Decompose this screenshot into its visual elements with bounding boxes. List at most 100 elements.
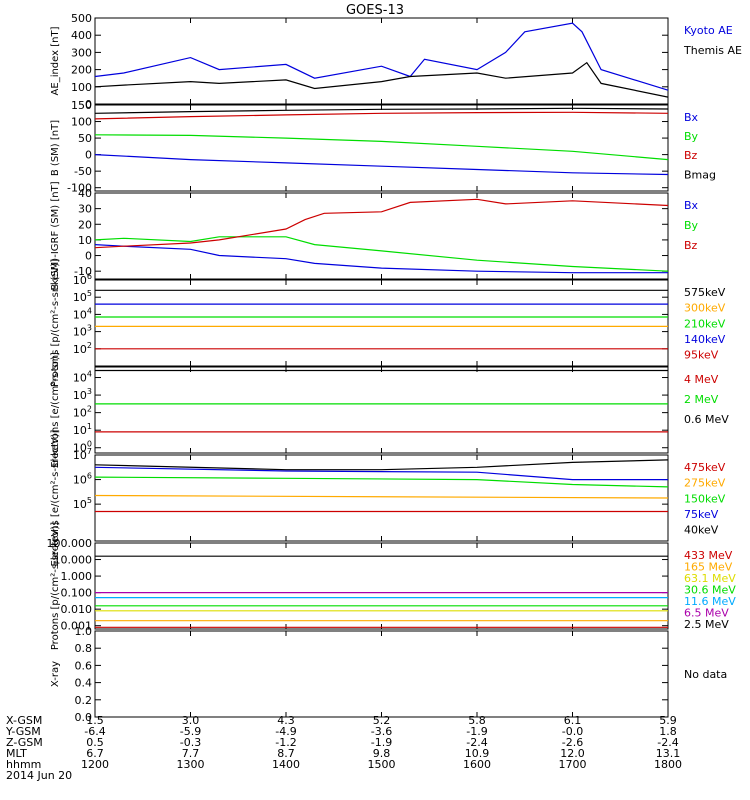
x-axis-value: -0.0 <box>562 725 583 738</box>
legend-entry: 150keV <box>684 492 726 505</box>
panel-xray: 1.0 0.8 0.6 0.4 0.2 0.0 X-ray No data <box>50 625 727 724</box>
x-axis-value: 1200 <box>81 758 109 771</box>
legend-entry: Bz <box>684 239 698 252</box>
series-bsm-0 <box>94 154 669 176</box>
y-tick-label: 300 <box>71 46 92 59</box>
x-axis-value: 10.9 <box>465 747 490 760</box>
y-tick-label: 40 <box>78 187 92 200</box>
panel-protons2: 100.000 10.000 1.000 0.100 0.010 0.001Protons… <box>47 522 737 650</box>
x-axis-value: -1.9 <box>466 725 487 738</box>
y-tick-label: 500 <box>71 12 92 25</box>
y-tick-label: 100 <box>73 440 92 455</box>
x-axis-row-label: Y-GSM <box>5 725 41 738</box>
x-axis-value: 13.1 <box>656 747 681 760</box>
y-tick-label: 0 <box>85 149 92 162</box>
legend-entry: 4 MeV <box>684 373 719 386</box>
series-bigrf-1 <box>94 236 669 272</box>
y-tick-label: 104 <box>73 370 92 385</box>
y-tick-label: 0.001 <box>61 620 93 633</box>
no-data-note: No data <box>684 668 727 681</box>
legend-entry: 165 MeV <box>684 560 733 573</box>
y-tick-label: 400 <box>71 29 92 42</box>
y-axis-label: B (SM)-IGRF (SM) [nT] <box>50 181 61 290</box>
x-axis-value: 7.7 <box>182 747 200 760</box>
legend-entry: 2 MeV <box>684 393 719 406</box>
y-tick-label: 101 <box>73 422 92 437</box>
panel-protons1: 106 105 104 103 102 Protons [p/(cm²-s-sr-keV)… <box>50 259 726 387</box>
legend-entry: Bmag <box>684 168 716 181</box>
legend-entry: 40keV <box>684 524 719 537</box>
panel-bigrf: 40 30 20 10 0 -10 B (SM)-IGRF (SM) [nT] Bx By Bz <box>50 181 699 290</box>
x-axis-row-label: MLT <box>6 747 27 760</box>
y-tick-label: 0.2 <box>75 694 93 707</box>
x-axis-value: -6.4 <box>84 725 105 738</box>
y-tick-label: 0.100 <box>61 587 93 600</box>
x-axis-value: 1600 <box>463 758 491 771</box>
y-tick-label: 0.0 <box>75 711 93 724</box>
legend-entry: 275keV <box>684 477 726 490</box>
y-axis-label: Protons [p/(cm²-s-sr-keV)] <box>50 259 61 387</box>
legend-entry: 63.1 MeV <box>684 572 736 585</box>
legend-entry: 95keV <box>684 349 719 362</box>
x-axis-value: 1.5 <box>86 714 104 727</box>
x-axis-value: 5.8 <box>468 714 486 727</box>
series-bsm-3 <box>94 107 669 114</box>
panel-electrons1: 104 103 102 101 100 Electrons [e/(cm²-s-sr)] 4… <box>50 352 729 468</box>
legend-entry: 433 MeV <box>684 549 733 562</box>
legend-entry: By <box>684 219 699 232</box>
panel-frame <box>94 104 669 192</box>
y-tick-label: -100 <box>67 182 92 195</box>
y-tick-label: -10 <box>74 265 92 278</box>
panel-frame <box>94 279 669 367</box>
x-axis-value: 1700 <box>559 758 587 771</box>
legend-entry: 575keV <box>684 286 726 299</box>
x-axis-value: 3.0 <box>182 714 200 727</box>
series-ae-0 <box>94 22 669 91</box>
y-tick-label: 200 <box>71 64 92 77</box>
y-tick-label: 0.4 <box>75 677 93 690</box>
y-tick-label: 0.010 <box>61 603 93 616</box>
y-axis-label: X-ray <box>50 661 61 687</box>
x-axis-value: 4.3 <box>277 714 295 727</box>
y-tick-label: 100.000 <box>47 537 93 550</box>
y-tick-label: 1.000 <box>61 570 93 583</box>
x-axis-value: -1.9 <box>371 736 392 749</box>
y-tick-label: 105 <box>73 496 92 511</box>
y-tick-label: 0.6 <box>75 659 93 672</box>
y-tick-label: 100 <box>71 116 92 129</box>
legend-entry: Bx <box>684 199 699 212</box>
legend-entry: 140keV <box>684 333 726 346</box>
x-axis-value: 5.9 <box>659 714 677 727</box>
series-bsm-2 <box>94 111 669 120</box>
series-ae-1 <box>94 61 669 98</box>
panel-bsm: 150 100 50 0 -50 -100 B (SM) [nT] Bx By Bz Bmag <box>50 99 716 195</box>
x-axis-value: -4.9 <box>275 725 296 738</box>
y-tick-label: 106 <box>73 272 92 287</box>
y-tick-label: 20 <box>78 218 92 231</box>
y-axis-label: Electrons [e/(cm²-s-sr)] <box>50 352 61 468</box>
x-axis-value: 8.7 <box>277 747 295 760</box>
legend-entry: 75keV <box>684 508 719 521</box>
legend-entry: Bz <box>684 149 698 162</box>
y-axis-label: Electrons [e/(cm²-s-sr-keV)] <box>50 429 61 566</box>
y-tick-label: 30 <box>78 203 92 216</box>
y-tick-label: 103 <box>73 387 92 402</box>
y-tick-label: 106 <box>73 472 92 487</box>
series-bsm-1 <box>94 134 669 161</box>
y-tick-label: 0.8 <box>75 642 93 655</box>
series-bigrf-2 <box>94 198 669 249</box>
y-tick-label: 0 <box>85 250 92 263</box>
series-electrons2-2 <box>94 476 669 488</box>
y-tick-label: 0 <box>85 98 92 111</box>
y-tick-label: -50 <box>74 165 92 178</box>
legend-entry: 11.6 MeV <box>684 595 736 608</box>
panel-electrons2: 107 106 105 Electrons [e/(cm²-s-sr-keV)] 475… <box>50 429 726 566</box>
y-axis-label: AE_index [nT] <box>50 26 61 95</box>
y-tick-label: 105 <box>73 289 92 304</box>
x-axis-value: -0.3 <box>180 736 201 749</box>
y-tick-label: 102 <box>73 341 92 356</box>
panel-frame <box>94 366 669 454</box>
y-tick-label: 103 <box>73 324 92 339</box>
x-axis-value: 1400 <box>272 758 300 771</box>
x-axis-value: 6.1 <box>564 714 582 727</box>
